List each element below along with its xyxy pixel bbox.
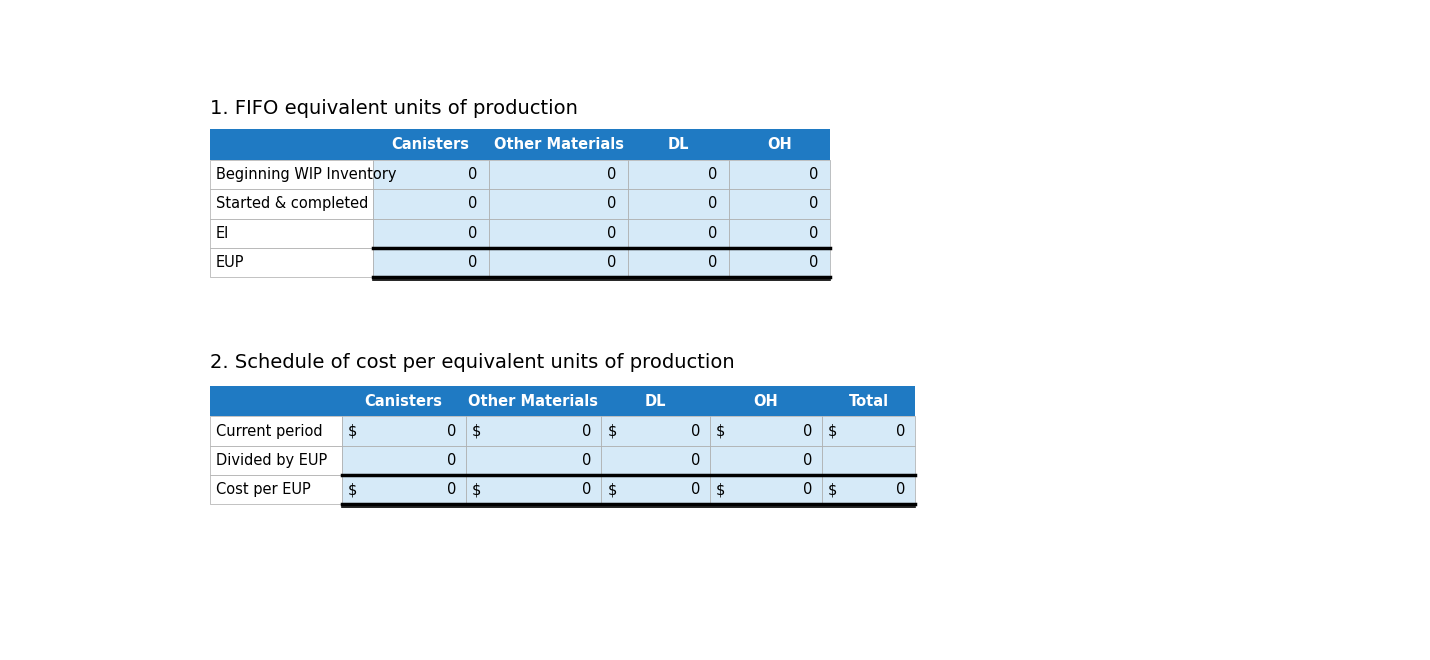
Bar	[342, 475, 466, 504]
Text: Other Materials: Other Materials	[493, 137, 623, 152]
Text: 0: 0	[608, 167, 616, 182]
Text: 0: 0	[582, 424, 592, 439]
Text: $: $	[472, 482, 480, 497]
Bar	[601, 446, 709, 475]
Bar	[729, 218, 829, 248]
Text: 0: 0	[897, 482, 905, 497]
Text: 0: 0	[446, 424, 456, 439]
Text: 0: 0	[468, 226, 478, 241]
Bar	[709, 446, 822, 475]
Text: $: $	[608, 424, 616, 439]
Bar	[210, 475, 342, 504]
Text: 0: 0	[897, 424, 905, 439]
Bar	[822, 416, 915, 446]
Text: 0: 0	[804, 482, 812, 497]
Text: 2. Schedule of cost per equivalent units of production: 2. Schedule of cost per equivalent units…	[210, 353, 735, 372]
Bar	[628, 160, 729, 189]
Bar	[372, 189, 489, 218]
Text: $: $	[716, 424, 725, 439]
Text: $: $	[608, 482, 616, 497]
Bar	[729, 248, 829, 277]
Text: 0: 0	[608, 226, 616, 241]
Text: Canisters: Canisters	[365, 393, 442, 409]
Text: 0: 0	[691, 424, 701, 439]
Bar	[709, 416, 822, 446]
Bar	[210, 385, 915, 416]
Text: OH: OH	[754, 393, 778, 409]
Bar	[489, 218, 628, 248]
Text: $: $	[347, 482, 358, 497]
Bar	[466, 446, 601, 475]
Text: 0: 0	[708, 255, 718, 270]
Text: $: $	[472, 424, 480, 439]
Text: 0: 0	[691, 453, 701, 468]
Text: Started & completed: Started & completed	[216, 197, 369, 211]
Bar	[372, 248, 489, 277]
Bar	[210, 189, 372, 218]
Text: 0: 0	[804, 453, 812, 468]
Text: DL: DL	[668, 137, 689, 152]
Bar	[628, 218, 729, 248]
Bar	[489, 160, 628, 189]
Text: Cost per EUP: Cost per EUP	[216, 482, 310, 497]
Text: 0: 0	[446, 482, 456, 497]
Text: $: $	[716, 482, 725, 497]
Text: DL: DL	[645, 393, 666, 409]
Text: $: $	[828, 482, 838, 497]
Bar	[210, 218, 372, 248]
Bar	[628, 189, 729, 218]
Bar	[822, 475, 915, 504]
Text: Other Materials: Other Materials	[468, 393, 598, 409]
Bar	[466, 416, 601, 446]
Bar	[628, 248, 729, 277]
Text: 0: 0	[809, 197, 818, 211]
Bar	[601, 416, 709, 446]
Text: 0: 0	[708, 197, 718, 211]
Text: EI: EI	[216, 226, 229, 241]
Bar	[466, 475, 601, 504]
Text: 0: 0	[582, 482, 592, 497]
Bar	[372, 218, 489, 248]
Text: Total: Total	[848, 393, 888, 409]
Bar	[489, 248, 628, 277]
Bar	[709, 475, 822, 504]
Text: EUP: EUP	[216, 255, 245, 270]
Text: 0: 0	[804, 424, 812, 439]
Bar	[601, 475, 709, 504]
Bar	[489, 189, 628, 218]
Text: $: $	[828, 424, 838, 439]
Text: Beginning WIP Inventory: Beginning WIP Inventory	[216, 167, 396, 182]
Bar	[342, 416, 466, 446]
Text: 0: 0	[809, 226, 818, 241]
Text: 0: 0	[468, 167, 478, 182]
Text: Canisters: Canisters	[392, 137, 469, 152]
Text: 1. FIFO equivalent units of production: 1. FIFO equivalent units of production	[210, 99, 578, 118]
Text: 0: 0	[708, 167, 718, 182]
Bar	[210, 416, 342, 446]
Text: 0: 0	[608, 255, 616, 270]
Bar	[372, 160, 489, 189]
Text: 0: 0	[691, 482, 701, 497]
Bar	[342, 446, 466, 475]
Text: 0: 0	[708, 226, 718, 241]
Text: 0: 0	[468, 197, 478, 211]
Text: Divided by EUP: Divided by EUP	[216, 453, 327, 468]
Bar	[210, 248, 372, 277]
Text: 0: 0	[608, 197, 616, 211]
Bar	[729, 160, 829, 189]
Bar	[729, 189, 829, 218]
Bar	[822, 446, 915, 475]
Text: 0: 0	[446, 453, 456, 468]
Text: 0: 0	[809, 255, 818, 270]
Text: Current period: Current period	[216, 424, 323, 439]
Text: 0: 0	[468, 255, 478, 270]
Text: $: $	[347, 424, 358, 439]
Bar	[210, 446, 342, 475]
Bar	[210, 160, 372, 189]
Text: 0: 0	[582, 453, 592, 468]
Text: 0: 0	[809, 167, 818, 182]
Bar	[210, 129, 829, 160]
Text: OH: OH	[766, 137, 792, 152]
